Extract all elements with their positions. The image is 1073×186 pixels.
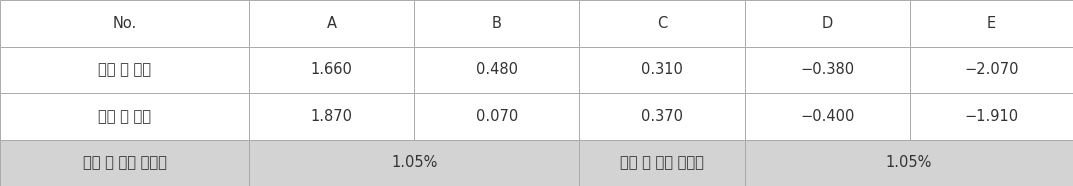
Bar	[579, 93, 745, 140]
Bar	[745, 93, 910, 140]
Text: 1.05%: 1.05%	[391, 155, 438, 170]
Bar	[910, 46, 1073, 93]
Bar	[910, 0, 1073, 46]
Text: 1.870: 1.870	[310, 109, 353, 124]
Bar	[745, 46, 910, 93]
Text: A: A	[326, 16, 337, 31]
Bar	[745, 140, 1073, 186]
Text: 0.070: 0.070	[475, 109, 518, 124]
Bar	[0, 140, 249, 186]
Bar	[579, 0, 745, 46]
Text: 1.05%: 1.05%	[885, 155, 932, 170]
Bar	[249, 0, 414, 46]
Bar	[414, 0, 579, 46]
Text: 0.370: 0.370	[641, 109, 684, 124]
Text: −0.380: −0.380	[800, 62, 854, 77]
Text: E: E	[987, 16, 996, 31]
Bar	[249, 140, 579, 186]
Bar	[0, 0, 249, 46]
Bar	[745, 0, 910, 46]
Text: 시험 후 저항 균일도: 시험 후 저항 균일도	[620, 155, 704, 170]
Text: 시험 후 편차: 시험 후 편차	[98, 109, 151, 124]
Text: 1.660: 1.660	[310, 62, 353, 77]
Bar	[414, 46, 579, 93]
Text: No.: No.	[113, 16, 136, 31]
Text: −1.910: −1.910	[965, 109, 1018, 124]
Text: 0.480: 0.480	[475, 62, 518, 77]
Text: 시험 전 저항 균일도: 시험 전 저항 균일도	[83, 155, 166, 170]
Bar	[0, 93, 249, 140]
Text: C: C	[657, 16, 667, 31]
Text: D: D	[822, 16, 833, 31]
Bar	[249, 93, 414, 140]
Bar	[414, 93, 579, 140]
Text: −0.400: −0.400	[800, 109, 854, 124]
Bar	[579, 46, 745, 93]
Text: 시험 전 편차: 시험 전 편차	[98, 62, 151, 77]
Text: 0.310: 0.310	[641, 62, 684, 77]
Bar	[579, 140, 745, 186]
Bar	[910, 93, 1073, 140]
Bar	[0, 46, 249, 93]
Text: −2.070: −2.070	[965, 62, 1018, 77]
Bar	[249, 46, 414, 93]
Text: B: B	[491, 16, 502, 31]
